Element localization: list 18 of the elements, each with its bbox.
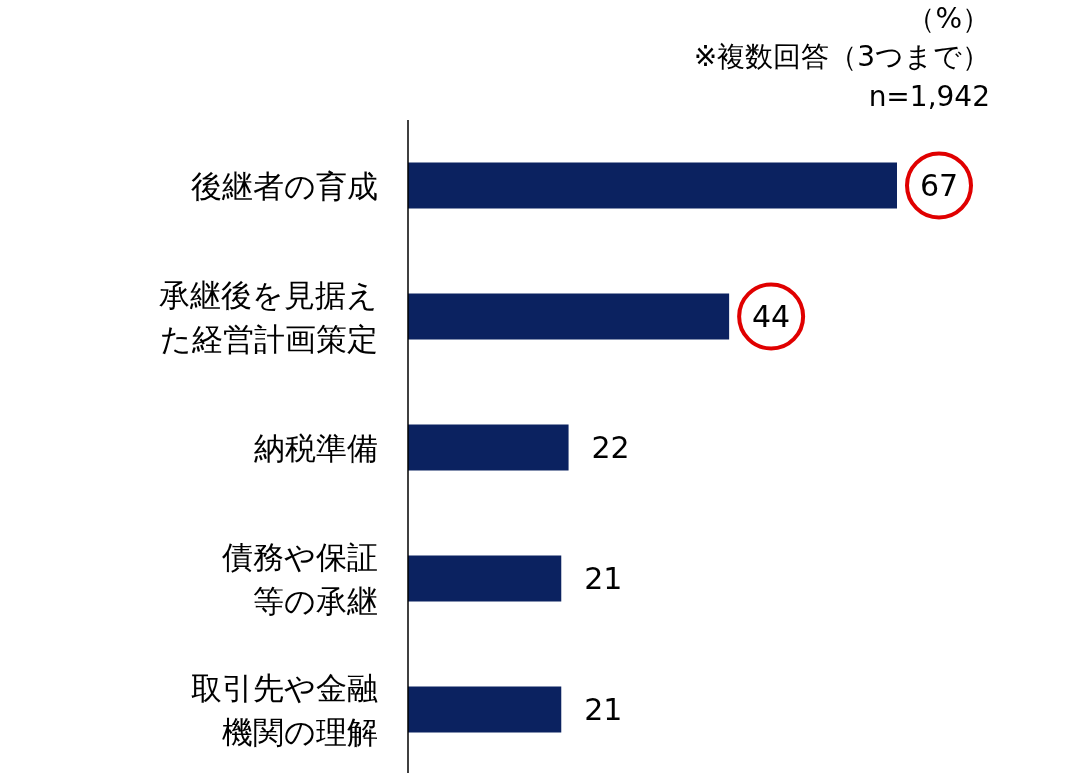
y-tick-label: 後継者の育成: [191, 167, 378, 204]
data-label: 21: [584, 692, 623, 727]
data-label: 21: [584, 561, 623, 596]
bar: [408, 162, 897, 209]
data-label: 44: [752, 299, 791, 334]
y-tick-label: 債務や保証等の承継: [222, 538, 378, 619]
y-tick-label: 納税準備: [254, 429, 378, 466]
text: （%）: [907, 1, 990, 35]
text: ※複数回答（3つまで）: [693, 39, 990, 73]
bar: [408, 424, 569, 471]
y-tick-label: 承継後を見据えた経営計画策定: [159, 276, 378, 357]
bar: [408, 555, 562, 602]
data-label: 67: [919, 168, 959, 203]
y-tick-label: 取引先や金融機関の理解: [191, 669, 378, 750]
bar: [408, 293, 730, 340]
text: n=1,942: [868, 79, 990, 113]
data-label: 22: [591, 430, 630, 465]
bar: [408, 686, 562, 733]
